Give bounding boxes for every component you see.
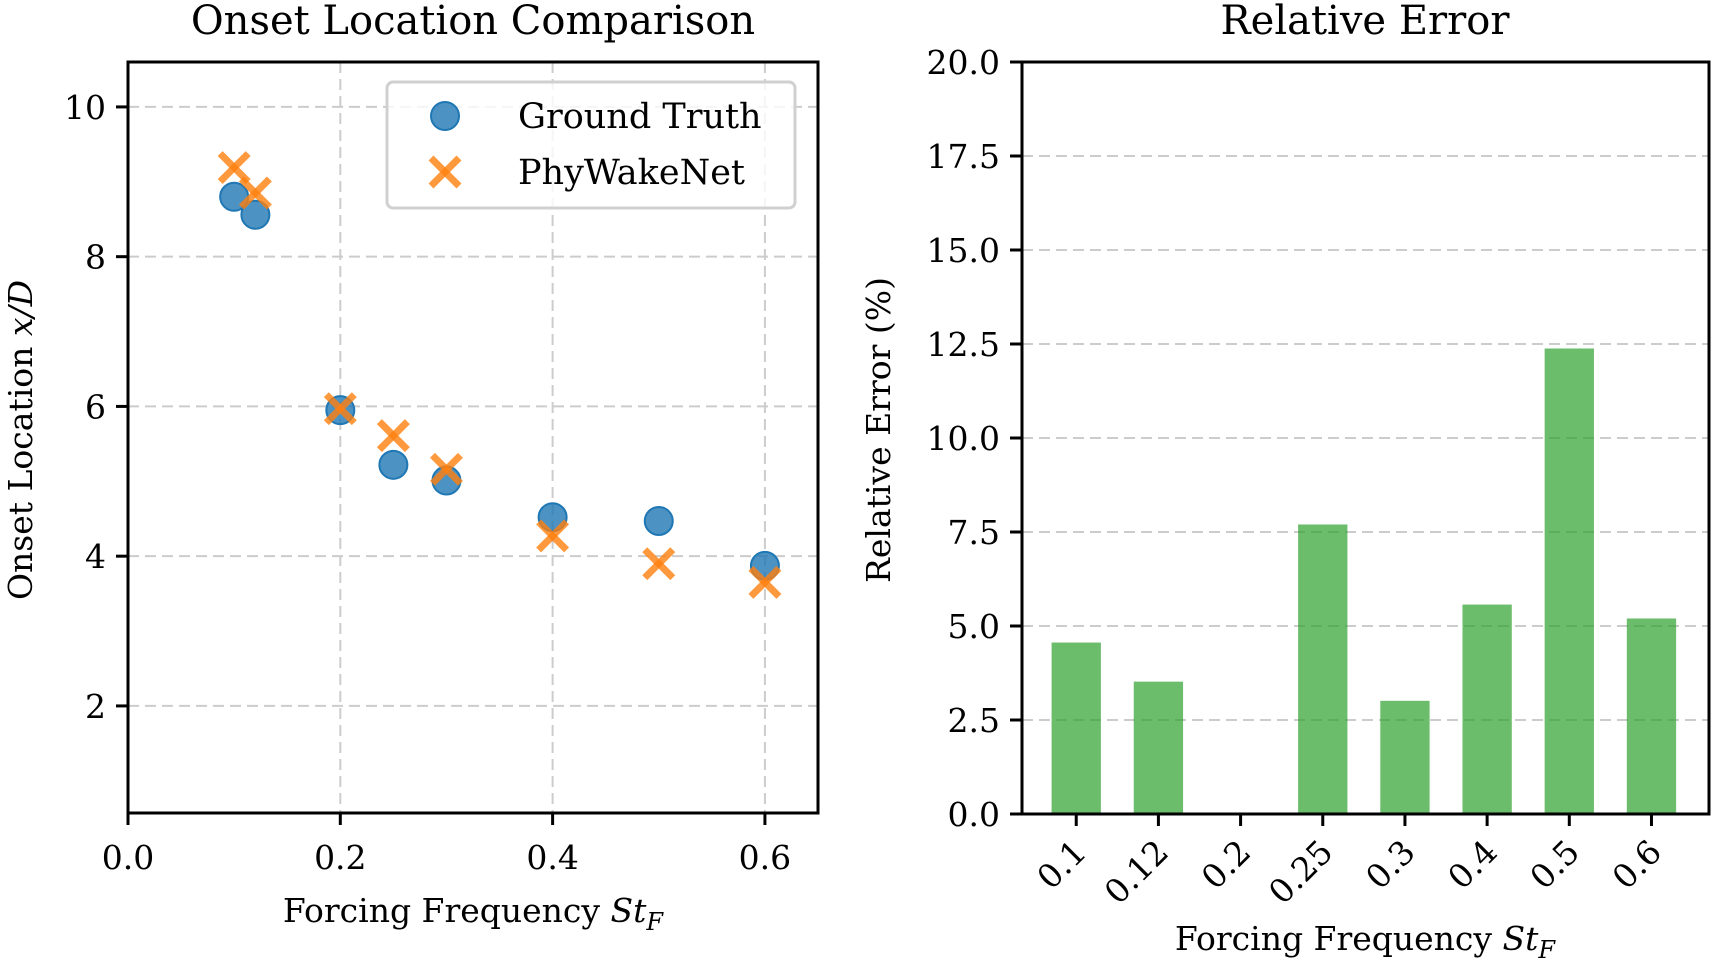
- relative-error-panel: Relative Error 0.0 2.5 5.0 7.5 10.0 12.5 15.0 1…: [859, 0, 1711, 961]
- right-y-tick-label: 12.5: [927, 325, 1000, 364]
- right-y-tick-label: 7.5: [948, 513, 1000, 552]
- right-x-tick-label: 0.25: [1261, 832, 1341, 912]
- phywakenet-point: [323, 392, 357, 426]
- phywakenet-point: [217, 151, 251, 185]
- phywakenet-point: [238, 176, 272, 210]
- left-x-tick-label: 0.0: [102, 838, 154, 877]
- onset-location-panel: Onset Location Comparison 0.0 0.2 0.4 0.6 2 4…: [1, 0, 820, 936]
- phywakenet-point: [748, 565, 782, 599]
- right-x-tick-label: 0.12: [1097, 832, 1177, 912]
- error-bar-0.1: [1051, 642, 1101, 814]
- phywakenet-point: [429, 452, 463, 486]
- left-x-tick-label: 0.4: [526, 838, 578, 877]
- error-bar-0.6: [1626, 618, 1677, 814]
- left-y-tick-label: 10: [64, 88, 106, 127]
- left-data-points: [217, 151, 782, 599]
- error-bar-0.5: [1544, 348, 1594, 814]
- right-y-tick-label: 10.0: [927, 419, 1000, 458]
- right-y-tick-label: 5.0: [948, 607, 1000, 646]
- right-x-tick-label: 0.2: [1194, 832, 1259, 897]
- ground-truth-point: [240, 199, 271, 230]
- legend-label-phywakenet: PhyWakeNet: [518, 153, 745, 193]
- right-y-tick-label: 20.0: [927, 43, 1000, 82]
- legend-item-phywakenet: PhyWakeNet: [428, 153, 745, 193]
- right-y-tick-label: 0.0: [948, 795, 1000, 834]
- ground-truth-point: [643, 505, 674, 536]
- right-x-tick-label: 0.3: [1358, 832, 1423, 897]
- error-bar-0.25: [1298, 524, 1348, 814]
- right-y-axis-label: Relative Error (%): [859, 277, 898, 583]
- left-ticks: 0.0 0.2 0.4 0.6 2 4 6 8 10: [64, 88, 791, 877]
- right-y-tick-label: 2.5: [948, 701, 1000, 740]
- right-chart-title: Relative Error: [1221, 0, 1511, 44]
- phywakenet-point: [376, 419, 410, 453]
- left-x-tick-label: 0.6: [739, 838, 791, 877]
- left-y-tick-label: 4: [85, 537, 106, 576]
- error-bar-0.4: [1462, 604, 1512, 814]
- legend-label-ground-truth: Ground Truth: [518, 97, 762, 137]
- left-y-axis-label: Onset Location x/D: [1, 280, 40, 600]
- right-x-tick-label: 0.4: [1440, 832, 1505, 897]
- legend-circle-marker-icon: [430, 101, 460, 131]
- left-x-tick-label: 0.2: [314, 838, 366, 877]
- phywakenet-point: [642, 547, 676, 581]
- ground-truth-point: [378, 449, 409, 480]
- left-y-tick-label: 8: [85, 238, 106, 277]
- left-x-axis-label: Forcing Frequency StF: [283, 891, 665, 936]
- left-y-tick-label: 2: [85, 687, 106, 726]
- legend: Ground Truth PhyWakeNet: [385, 80, 797, 210]
- legend-x-marker-icon: [428, 155, 462, 189]
- legend-box: [385, 80, 797, 210]
- series-phywakenet: [217, 151, 782, 599]
- right-x-tick-label: 0.1: [1029, 832, 1094, 897]
- right-y-tick-label: 17.5: [927, 137, 1000, 176]
- phywakenet-point: [536, 519, 570, 553]
- right-x-axis-label: Forcing Frequency StF: [1175, 919, 1557, 961]
- error-bar-0.12: [1133, 681, 1184, 814]
- right-x-tick-label: 0.5: [1522, 832, 1587, 897]
- left-chart-title: Onset Location Comparison: [191, 0, 755, 44]
- left-axes-frame: [126, 60, 820, 815]
- right-x-tick-label: 0.6: [1604, 832, 1669, 897]
- error-bar-0.3: [1380, 700, 1430, 814]
- legend-item-ground-truth: Ground Truth: [430, 97, 762, 137]
- right-bars: [1051, 348, 1677, 814]
- series-ground-truth: [219, 181, 780, 581]
- right-gridlines: [1022, 155, 1709, 721]
- left-y-tick-label: 6: [85, 387, 106, 426]
- right-y-tick-label: 15.0: [927, 231, 1000, 270]
